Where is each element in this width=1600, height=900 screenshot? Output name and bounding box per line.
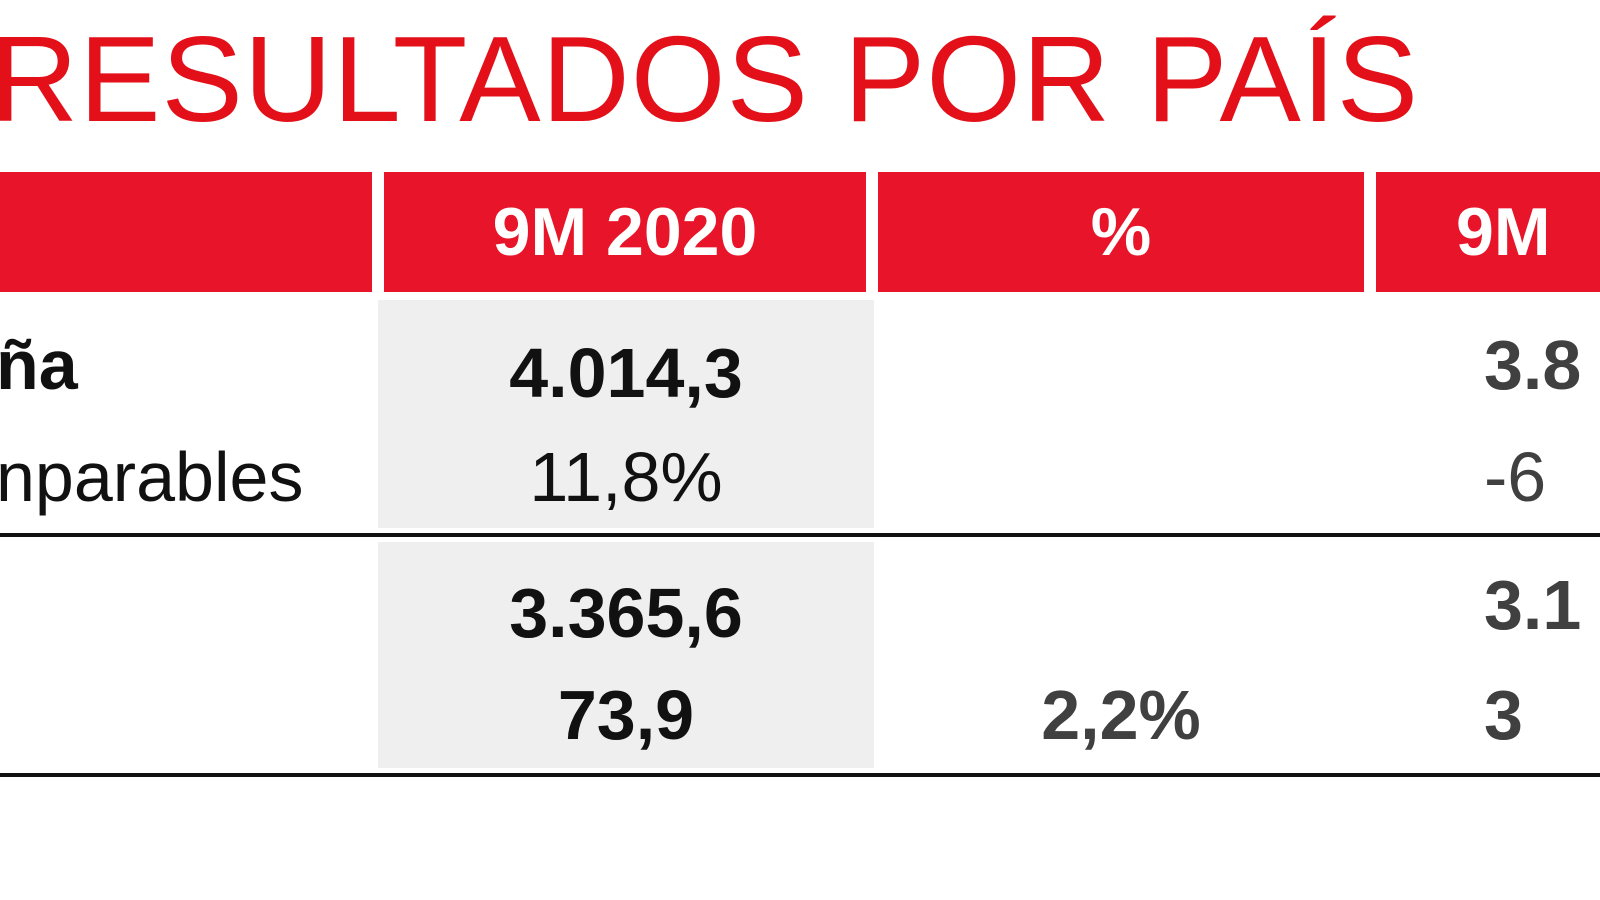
highlight-column-block-2 (378, 542, 874, 768)
table-rule (0, 533, 1600, 537)
header-9m-2020: 9M 2020 (384, 172, 866, 292)
table-cell-9m2019: -6 (1484, 438, 1547, 516)
header-9m-2019: 9M (1376, 172, 1600, 292)
table-cell-9m2019: 3.1 (1484, 566, 1582, 644)
table-cell-percent: 2,2% (1041, 676, 1201, 754)
row-label: nparables (0, 438, 304, 516)
row-label: ña (0, 326, 78, 404)
table-cell-9m2020: 4.014,3 (509, 334, 743, 412)
table-cell-9m2019: 3.8 (1484, 326, 1582, 404)
header-label-cell (0, 172, 372, 292)
table-rule (0, 773, 1600, 777)
header-percent: % (878, 172, 1364, 292)
table-cell-9m2020: 73,9 (557, 676, 695, 754)
table-cell-9m2019: 3 (1484, 676, 1523, 754)
page-title: RESULTADOS POR PAÍS (0, 11, 1420, 147)
highlight-column-block-1 (378, 300, 874, 528)
table-cell-9m2020: 3.365,6 (509, 574, 743, 652)
table-cell-9m2020: 11,8% (529, 438, 723, 516)
